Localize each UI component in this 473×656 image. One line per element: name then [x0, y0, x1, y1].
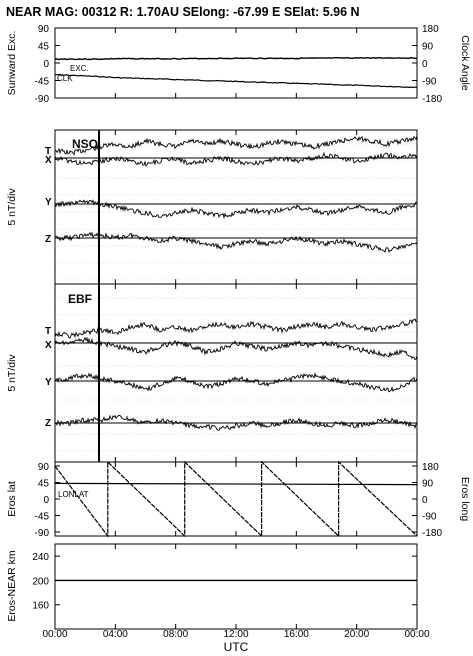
ebf-trace-x — [54, 336, 418, 361]
sunward-exc-line — [54, 56, 417, 61]
eros-long-ytick-label: 180 — [422, 462, 439, 473]
clk-label: CLK — [57, 74, 73, 83]
ebf-panel-title: EBF — [68, 292, 92, 306]
range-ytick-label: 160 — [32, 601, 49, 612]
x-tick-label: 16:00 — [284, 629, 309, 640]
eros-long-line — [54, 460, 418, 538]
nso-ylabel: 5 nT/div — [6, 188, 18, 226]
clock-ytick-label: 0 — [422, 59, 428, 70]
ebf-trace-t — [54, 318, 418, 339]
nso-trace-label: T — [45, 146, 51, 157]
nso-trace-label: X — [45, 155, 52, 166]
ebf-ylabel: 5 nT/div — [6, 354, 18, 392]
clock-ytick-label: -90 — [422, 77, 437, 88]
eros-lat-ytick-label: 45 — [38, 479, 50, 490]
ebf-trace-label: Z — [45, 418, 51, 429]
ebf-trace-y — [54, 371, 418, 393]
sunward-ytick-label: 45 — [38, 42, 50, 53]
chart-marks: 00:00 04:00 08:00 12:00 16:00 20:00 00:00 90 45 0… — [32, 24, 442, 640]
eros-lat-ylabel: Eros lat — [6, 481, 18, 517]
nso-trace-t — [54, 135, 418, 156]
nso-trace-label: Z — [45, 234, 51, 245]
eros-lat-ytick-label: -90 — [35, 528, 50, 539]
nso-trace-x — [54, 151, 418, 167]
eros-long-ytick-label: 90 — [422, 479, 434, 490]
x-tick-label: 12:00 — [223, 629, 248, 640]
chart-title: NEAR MAG: 00312 R: 1.70AU SElong: -67.99… — [6, 5, 360, 19]
x-tick-label: 08:00 — [163, 629, 188, 640]
eros-lat-ytick-label: 90 — [38, 462, 50, 473]
clock-angle-ylabel: Clock Angle — [459, 35, 471, 91]
x-tick-label: 00:00 — [42, 629, 67, 640]
nso-trace-label: Y — [45, 197, 52, 208]
eros-panel-frame — [54, 461, 418, 537]
clock-angle-line — [54, 73, 418, 89]
range-ytick-label: 240 — [32, 552, 49, 563]
sunward-ytick-label: -45 — [35, 77, 50, 88]
sunward-ytick-label: 0 — [43, 59, 49, 70]
ebf-trace-z — [54, 414, 418, 431]
clock-ytick-label: 90 — [422, 42, 434, 53]
eros-lat-ytick-label: -45 — [35, 512, 50, 523]
eros-long-ytick-label: 0 — [422, 495, 428, 506]
clock-ytick-label: 180 — [422, 24, 439, 35]
sunward-ytick-label: 90 — [38, 24, 50, 35]
clock-ytick-label: -180 — [422, 94, 442, 105]
sunward-ylabel: Sunward Exc. — [6, 31, 18, 96]
ebf-trace-label: T — [45, 326, 51, 337]
sunward-ytick-label: -90 — [35, 94, 50, 105]
x-tick-label: 20:00 — [344, 629, 369, 640]
ebf-trace-label: Y — [45, 377, 52, 388]
range-ytick-label: 200 — [32, 576, 49, 587]
range-panel-frame — [54, 543, 418, 630]
lon-lat-label: LONLAT — [58, 490, 89, 499]
range-ylabel: Eros-NEAR km — [6, 550, 18, 621]
sunward-panel-frame — [54, 27, 418, 99]
x-tick-label: 00:00 — [404, 629, 429, 640]
eros-long-ytick-label: -90 — [422, 512, 437, 523]
exc-label: EXC. — [70, 64, 89, 73]
eros-long-ylabel: Eros long — [459, 477, 471, 522]
x-axis-label: UTC — [224, 640, 249, 654]
nso-trace-y — [54, 199, 418, 220]
nso-trace-z — [54, 231, 418, 253]
eros-long-ytick-label: -180 — [422, 528, 442, 539]
ebf-panel-frame — [54, 283, 418, 463]
x-tick-label: 04:00 — [103, 629, 128, 640]
eros-lat-line — [54, 482, 418, 486]
ebf-trace-label: X — [45, 340, 52, 351]
eros-lat-ytick-label: 0 — [43, 495, 49, 506]
